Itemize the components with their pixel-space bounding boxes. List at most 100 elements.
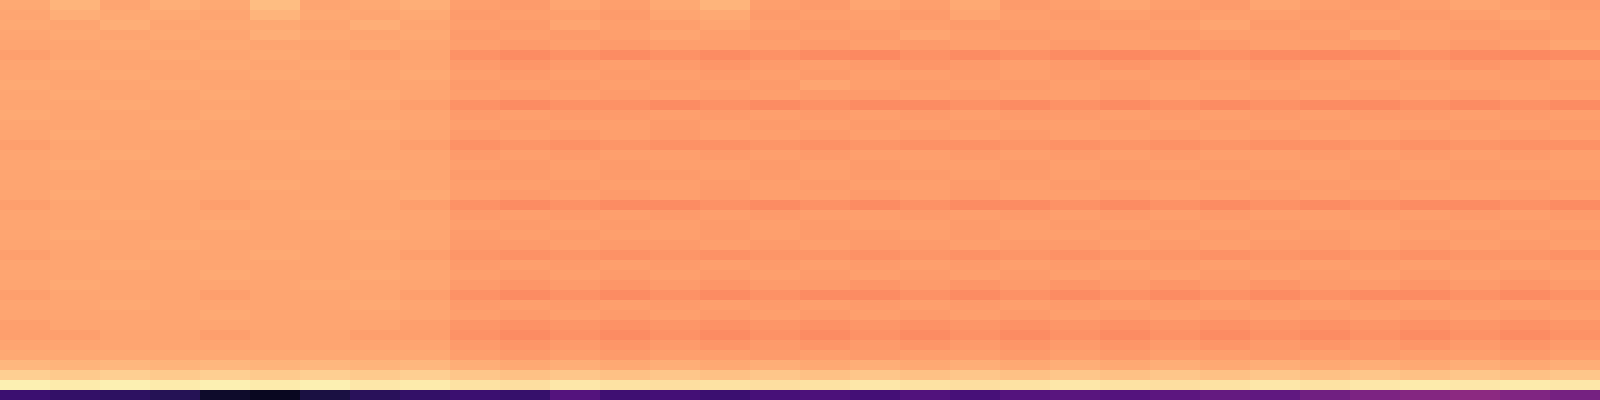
heatmap-cell — [850, 110, 901, 121]
heatmap-cell — [1300, 330, 1351, 341]
heatmap-cell — [1350, 70, 1401, 81]
heatmap-cell — [1500, 330, 1551, 341]
heatmap-cell — [1550, 320, 1600, 331]
heatmap-cell — [500, 360, 551, 371]
heatmap-cell — [1050, 190, 1101, 201]
heatmap-cell — [800, 10, 851, 21]
heatmap-cell — [850, 130, 901, 141]
heatmap-cell — [250, 320, 301, 331]
heatmap-cell — [900, 150, 951, 161]
heatmap-cell — [900, 310, 951, 321]
heatmap-cell — [1100, 380, 1151, 391]
heatmap-cell — [250, 160, 301, 171]
heatmap-cell — [350, 130, 401, 141]
heatmap-cell — [150, 260, 201, 271]
heatmap-cell — [350, 70, 401, 81]
heatmap-cell — [1350, 220, 1401, 231]
heatmap-cell — [1050, 320, 1101, 331]
heatmap-cell — [1050, 290, 1101, 301]
heatmap-cell — [900, 10, 951, 21]
heatmap-cell — [300, 20, 351, 31]
heatmap-cell — [650, 70, 701, 81]
heatmap-cell — [1500, 280, 1551, 291]
heatmap-cell — [1150, 130, 1201, 141]
heatmap-cell — [750, 330, 801, 341]
heatmap-cell — [1550, 280, 1600, 291]
heatmap-cell — [50, 330, 101, 341]
heatmap-cell — [600, 380, 651, 391]
heatmap-cell — [50, 90, 101, 101]
heatmap-cell — [650, 140, 701, 151]
heatmap-cell — [450, 350, 501, 361]
heatmap-cell — [400, 30, 451, 41]
heatmap-cell — [900, 120, 951, 131]
heatmap-cell — [450, 290, 501, 301]
heatmap-cell — [50, 260, 101, 271]
heatmap-cell — [0, 50, 51, 61]
heatmap-cell — [700, 70, 751, 81]
heatmap-cell — [1000, 220, 1051, 231]
heatmap-cell — [650, 200, 701, 211]
heatmap-cell — [1550, 150, 1600, 161]
heatmap-cell — [1150, 360, 1201, 371]
heatmap-cell — [1050, 40, 1101, 51]
heatmap-cell — [1150, 80, 1201, 91]
heatmap-cell — [850, 140, 901, 151]
heatmap-cell — [850, 150, 901, 161]
heatmap-cell — [1500, 50, 1551, 61]
heatmap-cell — [800, 20, 851, 31]
heatmap-cell — [1150, 170, 1201, 181]
heatmap-cell — [1450, 0, 1501, 11]
heatmap-cell — [1450, 390, 1501, 400]
heatmap-cell — [750, 60, 801, 71]
heatmap-cell — [1500, 140, 1551, 151]
heatmap-cell — [1300, 390, 1351, 400]
heatmap-cell — [1550, 210, 1600, 221]
heatmap-cell — [500, 230, 551, 241]
heatmap-cell — [1300, 380, 1351, 391]
heatmap-cell — [650, 50, 701, 61]
heatmap-cell — [550, 140, 601, 151]
heatmap-cell — [100, 60, 151, 71]
heatmap-cell — [650, 210, 701, 221]
heatmap-cell — [1550, 200, 1600, 211]
heatmap-cell — [250, 100, 301, 111]
heatmap-cell — [1550, 170, 1600, 181]
heatmap-cell — [400, 390, 451, 400]
heatmap-cell — [50, 130, 101, 141]
heatmap-cell — [700, 360, 751, 371]
heatmap-cell — [1100, 340, 1151, 351]
heatmap-cell — [1500, 60, 1551, 71]
heatmap-cell — [1200, 380, 1251, 391]
heatmap-cell — [550, 100, 601, 111]
heatmap-cell — [250, 210, 301, 221]
heatmap-cell — [850, 390, 901, 400]
heatmap-cell — [1300, 60, 1351, 71]
heatmap-cell — [500, 160, 551, 171]
heatmap-cell — [1250, 190, 1301, 201]
heatmap-cell — [0, 70, 51, 81]
heatmap-cell — [1350, 240, 1401, 251]
heatmap-cell — [700, 120, 751, 131]
heatmap-cell — [1050, 330, 1101, 341]
heatmap-cell — [200, 380, 251, 391]
heatmap-cell — [900, 100, 951, 111]
heatmap-cell — [1000, 380, 1051, 391]
heatmap-cell — [150, 180, 201, 191]
heatmap-cell — [150, 110, 201, 121]
heatmap-cell — [350, 240, 401, 251]
heatmap-cell — [1300, 120, 1351, 131]
heatmap-cell — [100, 100, 151, 111]
heatmap-cell — [1200, 280, 1251, 291]
heatmap-cell — [1050, 250, 1101, 261]
heatmap-cell — [150, 50, 201, 61]
heatmap-cell — [550, 40, 601, 51]
heatmap-cell — [1150, 210, 1201, 221]
heatmap-cell — [200, 130, 251, 141]
heatmap-cell — [750, 380, 801, 391]
heatmap-cell — [400, 320, 451, 331]
heatmap-cell — [300, 320, 351, 331]
heatmap-cell — [600, 130, 651, 141]
heatmap-cell — [600, 240, 651, 251]
heatmap-cell — [250, 140, 301, 151]
